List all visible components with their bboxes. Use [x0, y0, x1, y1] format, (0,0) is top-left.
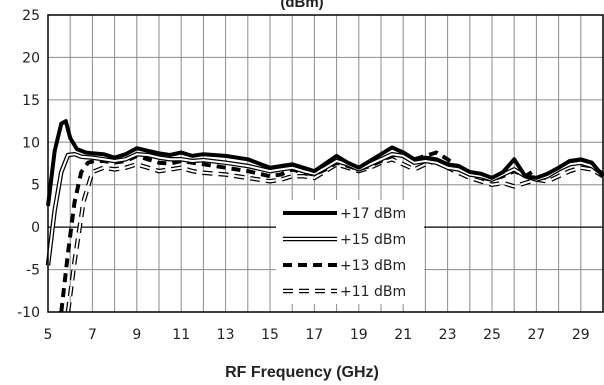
legend-box: [276, 200, 424, 304]
series-15dbm: [45, 151, 604, 266]
x-tick-label: 15: [261, 327, 279, 343]
y-tick-label: -5: [26, 263, 40, 279]
x-tick-label: 5: [44, 327, 53, 343]
series-line: [46, 119, 604, 207]
x-tick-label: 13: [217, 327, 235, 343]
x-tick-label: 29: [572, 327, 590, 343]
x-tick-label: 21: [394, 327, 412, 343]
y-tick-label: 15: [22, 93, 40, 109]
y-tick-label: 5: [31, 178, 40, 194]
x-axis-label: RF Frequency (GHz): [225, 364, 379, 381]
chart-title: (dBm): [280, 0, 324, 11]
x-tick-label: 9: [132, 327, 141, 343]
plot-frame: [47, 14, 604, 313]
y-tick-label: -10: [17, 305, 40, 321]
y-tick-label: 10: [22, 135, 40, 151]
legend-label: +11 dBm: [340, 284, 406, 300]
series-17dbm: [46, 119, 604, 207]
x-tick-label: 27: [527, 327, 545, 343]
y-tick-label: 20: [22, 50, 40, 66]
y-tick-labels: -10 -5 0 5 10 15 20 25: [17, 8, 40, 321]
series-line-inner: [47, 153, 604, 266]
x-tick-label: 7: [88, 327, 97, 343]
legend: +17 dBm +15 dBm +13 dBm +11 dBm: [276, 200, 424, 304]
legend-label: +15 dBm: [340, 232, 406, 248]
y-tick-label: 0: [31, 220, 40, 236]
x-tick-labels: 5 7 9 11 13 15 17 19 21 23 25 27 29: [44, 327, 590, 343]
y-tick-label: 25: [22, 8, 40, 24]
x-tick-label: 19: [350, 327, 368, 343]
x-tick-label: 23: [439, 327, 457, 343]
x-tick-label: 11: [172, 327, 190, 343]
x-tick-label: 25: [483, 327, 501, 343]
legend-label: +13 dBm: [340, 258, 406, 274]
series-group: [45, 119, 604, 313]
legend-label: +17 dBm: [340, 206, 406, 222]
x-tick-label: 17: [305, 327, 323, 343]
